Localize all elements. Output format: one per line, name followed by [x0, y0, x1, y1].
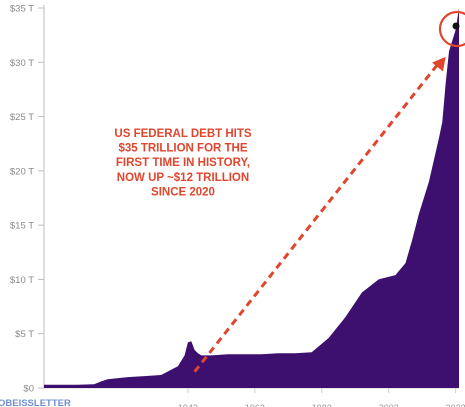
annotation-line: FIRST TIME IN HISTORY,: [116, 157, 250, 169]
x-tick-label: 1943: [178, 403, 198, 407]
y-tick-label: $15 T: [10, 221, 34, 232]
x-tick-label: 1983: [312, 403, 332, 407]
y-tick-label: $10 T: [10, 275, 34, 286]
x-tick-label: 2003: [379, 403, 399, 407]
annotation-line: NOW UP ~$12 TRILLION: [117, 172, 249, 184]
y-tick-label: $25 T: [10, 112, 34, 123]
plot-area: [44, 8, 465, 388]
y-tick-label: $30 T: [10, 58, 34, 69]
annotation-line: US FEDERAL DEBT HITS: [114, 128, 251, 140]
trend-arrow-head: [432, 56, 446, 72]
highlight-circle: [438, 10, 465, 48]
x-tick-label: 1963: [245, 403, 265, 407]
y-tick-label: $0: [23, 384, 34, 395]
watermark: OBEISSLETTER: [0, 398, 71, 407]
y-axis: $0 $5 T $10 T $15 T $20 T $25 T $30 T $35 T: [10, 4, 45, 395]
y-tick-label: $5 T: [15, 329, 34, 340]
trend-arrow-line: [193, 60, 441, 373]
latest-point-dot: [452, 22, 460, 30]
y-tick-label: $35 T: [10, 4, 34, 15]
annotation: US FEDERAL DEBT HITS $35 TRILLION FOR THE…: [114, 56, 446, 373]
y-tick-label: $20 T: [10, 166, 34, 177]
x-tick-label: 2023: [446, 403, 465, 407]
annotation-line: $35 TRILLION FOR THE: [118, 143, 247, 155]
debt-area: [44, 8, 459, 388]
annotation-line: SINCE 2020: [151, 186, 215, 198]
x-axis: 1943 1963 1983 2003 2023: [44, 387, 465, 407]
